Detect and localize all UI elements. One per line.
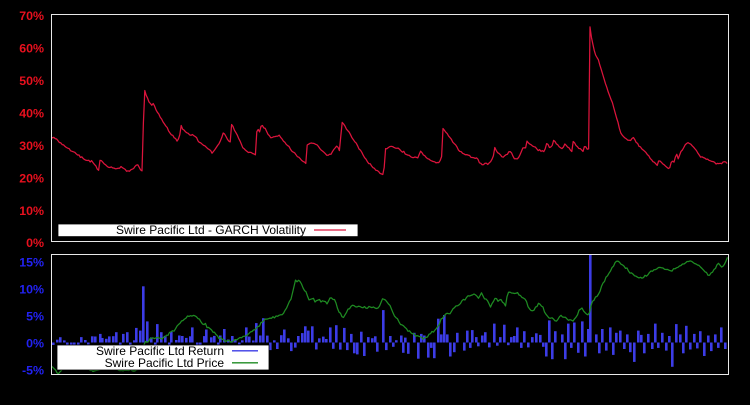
svg-text:30%: 30% bbox=[19, 139, 44, 153]
svg-text:0%: 0% bbox=[26, 336, 44, 350]
svg-text:0%: 0% bbox=[26, 236, 44, 250]
svg-text:60%: 60% bbox=[19, 42, 44, 56]
svg-text:40%: 40% bbox=[19, 107, 44, 121]
svg-text:20%: 20% bbox=[19, 171, 44, 185]
svg-text:10%: 10% bbox=[19, 282, 44, 296]
svg-text:-5%: -5% bbox=[22, 363, 44, 377]
svg-text:Swire Pacific Ltd Return: Swire Pacific Ltd Return bbox=[96, 344, 224, 358]
svg-text:10%: 10% bbox=[19, 204, 44, 218]
svg-text:70%: 70% bbox=[19, 9, 44, 23]
svg-text:50%: 50% bbox=[19, 74, 44, 88]
svg-text:Swire Pacific Ltd Price: Swire Pacific Ltd Price bbox=[105, 356, 225, 370]
svg-text:15%: 15% bbox=[19, 255, 44, 269]
svg-text:5%: 5% bbox=[26, 309, 44, 323]
svg-text:Swire Pacific Ltd - GARCH Vola: Swire Pacific Ltd - GARCH Volatility bbox=[116, 223, 306, 237]
